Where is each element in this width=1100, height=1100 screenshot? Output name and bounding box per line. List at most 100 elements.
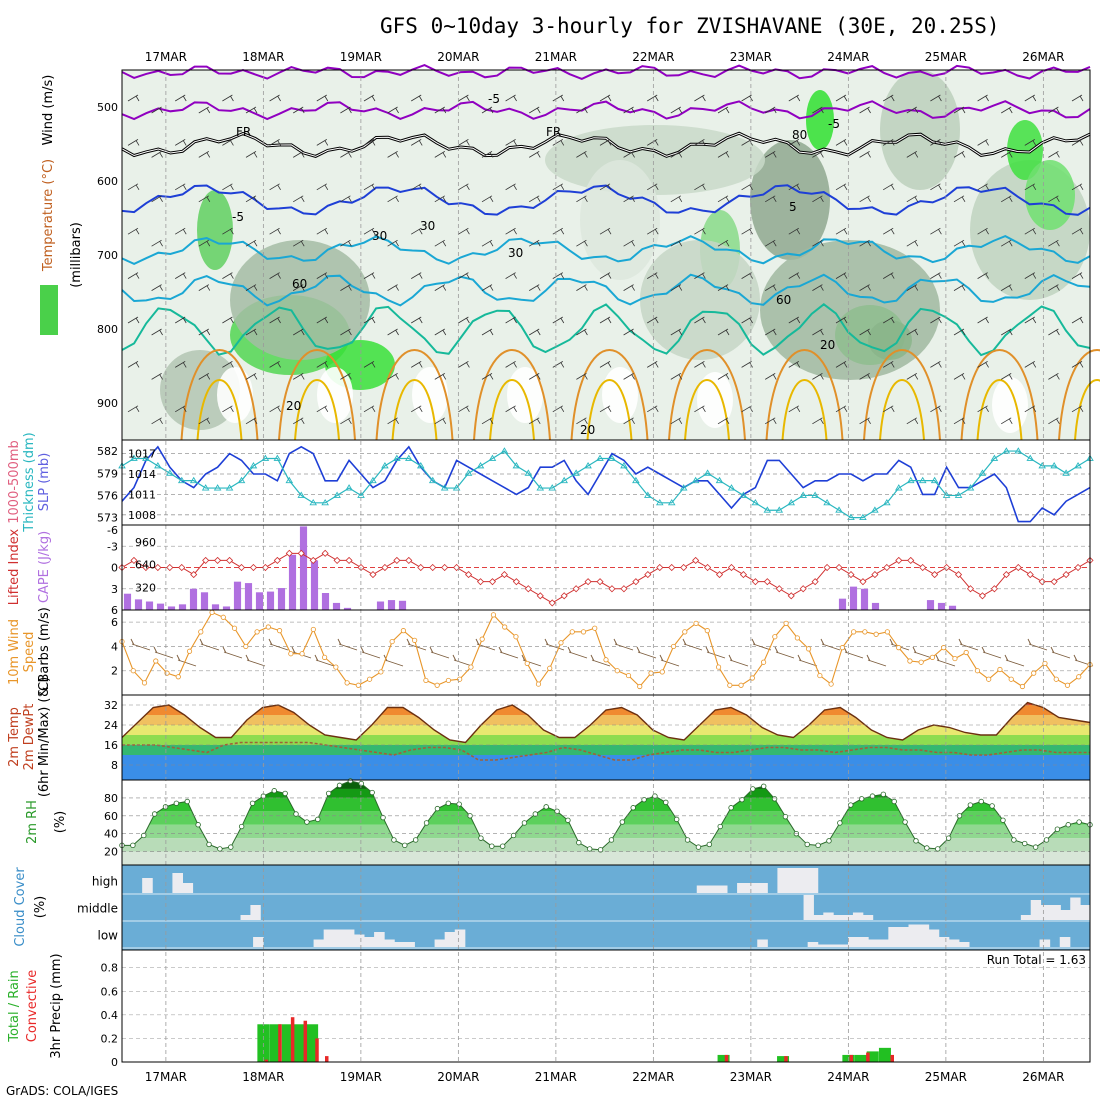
rh-point [750, 786, 756, 792]
thickness-tick-label: 573 [97, 512, 118, 525]
wind-barb [198, 239, 211, 247]
wind-barb [623, 328, 635, 336]
surface-wind-barb [498, 646, 519, 659]
wind-barb [1048, 417, 1060, 425]
precip-title-2: Convective [25, 970, 40, 1043]
wind-barb [717, 239, 730, 247]
warm-arch-inner [879, 379, 925, 441]
wind-barb [222, 227, 234, 235]
lifted-index-point [393, 556, 401, 564]
thickness-point [1050, 461, 1058, 469]
cloud-bar [958, 942, 970, 947]
wind-barb [151, 195, 163, 203]
wind-barb [245, 239, 258, 247]
lifted-index-point [190, 571, 198, 579]
wind-barb [788, 272, 801, 279]
thickness-point [452, 484, 461, 491]
dry-pocket [412, 367, 448, 423]
wind-barb [434, 284, 447, 291]
thickness-point [679, 484, 688, 491]
lifted-index-line [121, 552, 1091, 604]
wind-barb [576, 106, 588, 114]
thickness-point [249, 461, 258, 469]
wind-barb [245, 417, 258, 425]
cloud-bar [394, 942, 405, 947]
wind-barb [576, 284, 588, 291]
wind-speed-point [670, 643, 677, 650]
wind-barb [694, 94, 706, 102]
precip-title-3: 3hr Precip (mm) [49, 953, 64, 1058]
wind-barb [292, 328, 305, 336]
wind-speed-point [727, 682, 733, 688]
cape-tick-label: 320 [135, 581, 156, 594]
top-date-label: 24MAR [827, 50, 869, 64]
wind-barb [882, 361, 895, 368]
slp-thickness-panel: 1008 1011 1014 1017 573 576 579 582 [97, 445, 1094, 525]
lifted-index-point [381, 563, 389, 572]
wind-barb [1000, 239, 1013, 247]
wind-speed-point [592, 625, 598, 631]
wind-barb [977, 183, 989, 191]
wind-barb [717, 417, 730, 425]
wind-speed-point [659, 669, 665, 675]
wind-barb [835, 227, 848, 235]
temp-contour-15 [121, 273, 1091, 307]
thickness-point [835, 506, 843, 513]
wind-barb [835, 405, 848, 413]
lifted-index-point [919, 563, 927, 572]
thickness-point [536, 484, 545, 491]
top-date-label: 19MAR [340, 50, 382, 64]
wind-barb [930, 405, 942, 413]
wind-barb [859, 239, 871, 247]
wind-barb [198, 284, 211, 291]
lifted-index-point [285, 549, 293, 557]
wind-speed-point [783, 620, 789, 626]
wind-barb [363, 183, 376, 191]
lifted-index-point [512, 578, 520, 586]
wind-barb [1024, 405, 1037, 413]
lifted-index-point [429, 563, 437, 572]
lifted-index-point [297, 549, 305, 557]
wind-speed-point [502, 624, 508, 630]
rh-point [663, 799, 669, 806]
lifted-index-point [178, 563, 186, 572]
wind-barb [859, 328, 871, 336]
wind-barb [222, 361, 234, 368]
wind-barb [576, 328, 588, 336]
wind-speed-point [513, 634, 519, 640]
wind-barb [812, 151, 824, 158]
wind-barb [151, 373, 163, 380]
temp-contour-cold [121, 64, 1091, 80]
cloud-bar [862, 915, 874, 920]
panel-frame [121, 609, 1091, 696]
wind-barb [434, 373, 447, 380]
wind-barb [269, 183, 281, 191]
rh-point [608, 837, 615, 843]
wind-barb [764, 328, 777, 336]
lifted-index-point [524, 585, 532, 593]
lifted-index-cape-panel: -3 0 3 6 -6 320 640 960 [107, 524, 1094, 617]
wind-legend-title: Wind (m/s) [41, 75, 56, 146]
convective-precip-bar [724, 1054, 729, 1062]
wind-speed-point [468, 664, 474, 670]
wind-barb [552, 316, 565, 324]
wind-barb [481, 328, 494, 336]
wind-barb [292, 151, 305, 158]
thickness-point [1026, 454, 1035, 461]
thickness-point [632, 476, 640, 484]
rh-point [782, 813, 789, 820]
wind-barb [552, 361, 565, 368]
thickness-point [1002, 447, 1011, 454]
lifted-index-point [225, 556, 234, 564]
wind-barb [1000, 106, 1013, 114]
lifted-index-point [500, 571, 508, 579]
thickness-point [572, 469, 580, 476]
wind-barb [788, 405, 801, 413]
cloud-bar [777, 868, 788, 893]
thickness-point [990, 454, 999, 461]
wind-barb [222, 183, 234, 191]
rh-point [891, 798, 897, 805]
wind-barb [977, 361, 989, 368]
wind-speed-point [299, 651, 305, 657]
temp-tick-label: 32 [104, 699, 118, 712]
